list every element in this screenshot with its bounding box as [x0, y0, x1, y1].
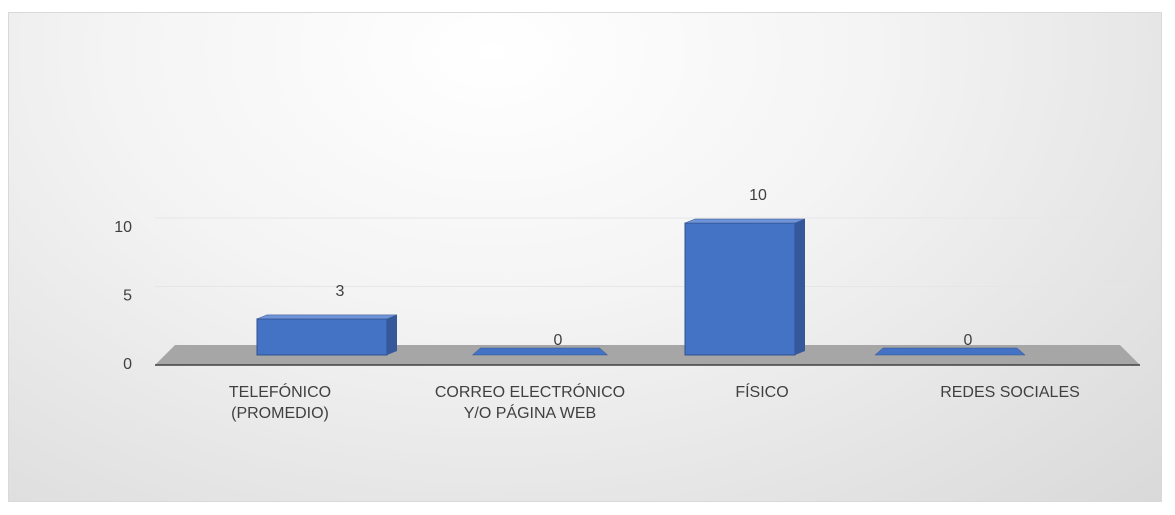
- y-tick-label: 5: [123, 288, 132, 305]
- bar-floor-face: [471, 347, 609, 356]
- bar-top: [684, 218, 806, 224]
- bar: [471, 347, 609, 356]
- data-label: 0: [964, 332, 973, 349]
- bar: [256, 314, 398, 356]
- bar-top: [256, 314, 398, 320]
- y-tick-label: 0: [123, 356, 132, 373]
- bar: [684, 218, 806, 356]
- bar-front: [256, 318, 388, 356]
- data-label: 10: [749, 187, 767, 204]
- bar-side: [795, 219, 805, 355]
- bar-side: [387, 314, 397, 355]
- bar: [874, 347, 1026, 356]
- x-tick-label: TELEFÓNICO (PROMEDIO): [228, 384, 332, 422]
- chart-area: [8, 12, 1162, 502]
- data-label: 3: [336, 283, 345, 300]
- bar-floor-face: [874, 347, 1026, 356]
- bar-front: [684, 222, 796, 356]
- data-label: 0: [554, 332, 563, 349]
- y-tick-label: 10: [114, 219, 132, 236]
- x-tick-label: CORREO ELECTRÓNICO Y/O PÁGINA WEB: [434, 384, 626, 422]
- x-tick-label: FÍSICO: [735, 384, 789, 401]
- x-tick-label: REDES SOCIALES: [940, 384, 1080, 401]
